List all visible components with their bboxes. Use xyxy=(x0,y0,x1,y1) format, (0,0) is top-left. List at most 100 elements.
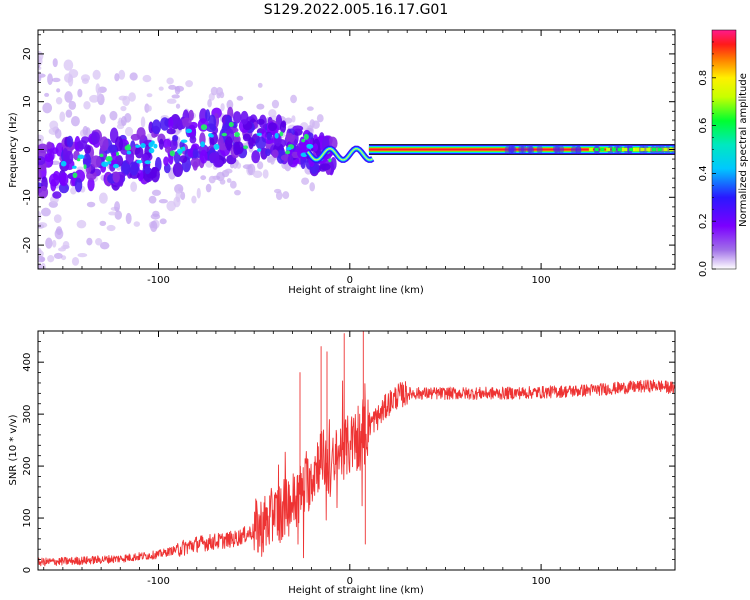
spectrogram-noise-blob xyxy=(174,86,181,95)
spectrogram-noise-blob xyxy=(86,201,96,208)
spectrogram-ridge-blob xyxy=(166,128,176,135)
tone-band-segment xyxy=(629,148,634,151)
spectrogram-hot-spot xyxy=(228,121,234,128)
spectrogram-hot-spot xyxy=(116,151,120,156)
spectrogram-hot-spot xyxy=(306,143,314,149)
spectrogram-noise-blob xyxy=(106,224,116,232)
colorbar-ticks: 0.0 0.2 0.4 0.6 0.8 xyxy=(698,41,716,277)
spectrogram-ridge-blob xyxy=(224,136,233,150)
spectrogram-noise-blob xyxy=(81,78,89,84)
spectrogram-hot-spot xyxy=(234,131,240,138)
spectrogram-noise-blob xyxy=(99,241,110,250)
spectrogram-xtick-label: -100 xyxy=(147,275,170,286)
colorbar-tick-label: 0.6 xyxy=(698,118,709,134)
spectrogram-ridge-blob xyxy=(137,169,144,182)
spectrogram-noise-blob xyxy=(125,212,132,225)
spectrogram-ridge-blob xyxy=(287,154,294,166)
spectrogram-hot-spot xyxy=(76,158,81,162)
spectrogram-ridge-blob xyxy=(59,172,69,187)
spectrogram-noise-blob xyxy=(114,201,121,213)
spectrogram-ridge-blob xyxy=(38,143,49,154)
spectrogram-noise-blob xyxy=(234,189,241,196)
spectrogram-ridge-blob xyxy=(168,117,174,130)
tone-band-blob xyxy=(528,145,535,155)
spectrogram-noise-blob xyxy=(76,219,87,229)
spectrogram-ridge-blob xyxy=(81,136,90,144)
figure-title: S129.2022.005.16.17.G01 xyxy=(264,2,449,18)
spectrogram-noise-blob xyxy=(282,191,290,200)
tone-band-blob xyxy=(570,145,577,155)
spectrogram-ridge-blob xyxy=(181,117,192,127)
spectrogram-noise-blob xyxy=(51,77,61,83)
spectrogram-ytick-label: 10 xyxy=(22,95,33,108)
spectrogram-hot-spot xyxy=(279,131,284,137)
spectrogram-hot-spot xyxy=(182,146,186,151)
spectrogram-ridge-blob xyxy=(51,147,59,155)
spectrogram-noise-blob xyxy=(150,220,158,233)
spectrogram-hot-spot xyxy=(77,154,85,160)
spectrogram-hot-spot xyxy=(148,141,154,148)
tone-band-segment xyxy=(663,148,668,151)
spectrogram-noise-blob xyxy=(290,94,297,104)
spectrogram-ridge-blob xyxy=(108,144,118,153)
tone-band-segment xyxy=(606,148,611,151)
spectrogram-hot-spot xyxy=(303,133,309,140)
spectrogram-noise-blob xyxy=(205,183,212,193)
snr-ylabel: SNR (10 * v/v) xyxy=(8,414,19,485)
spectrogram-ridge-blob xyxy=(330,157,337,171)
spectrogram-hot-spot xyxy=(105,155,113,162)
spectrogram-hot-spot xyxy=(208,133,213,138)
tone-band-segment xyxy=(652,148,657,151)
spectrogram-ridge-blob xyxy=(208,152,220,163)
spectrogram-noise-blob xyxy=(108,211,117,216)
spectrogram-noise-blob xyxy=(52,239,57,248)
snr-series-line xyxy=(38,331,675,567)
colorbar: 0.0 0.2 0.4 0.6 0.8 Normalized spectral ampl… xyxy=(698,29,749,277)
spectrogram-ridge-blob xyxy=(177,119,183,131)
spectrogram-noise-blob xyxy=(275,191,283,201)
spectrogram-noise-blob xyxy=(262,169,269,179)
spectrogram-noise-blob xyxy=(150,213,161,220)
spectrogram-noise-blob xyxy=(92,69,101,80)
spectrogram-noise-blob xyxy=(268,109,277,118)
spectrogram-hot-spot xyxy=(112,163,119,169)
spectrogram-noise-blob xyxy=(96,89,102,102)
tone-band-segment xyxy=(657,148,662,151)
spectrogram-ridge-blob xyxy=(112,171,120,183)
spectrogram-ridge-blob xyxy=(115,154,124,167)
spectrogram-hot-spot xyxy=(243,145,249,150)
spectrogram-ridge-blob xyxy=(299,136,306,151)
spectrogram-hot-spot xyxy=(274,132,279,139)
spectrogram-hot-spot xyxy=(83,164,87,170)
spectrogram-noise-blob xyxy=(41,207,51,217)
tone-band-blob xyxy=(536,145,543,155)
spectrogram-noise-blob xyxy=(226,178,232,183)
spectrogram-noise-blob xyxy=(168,84,177,90)
spectrogram-ridge-blob xyxy=(74,177,83,193)
spectrogram-ridge-blob xyxy=(313,143,319,152)
spectrogram-ridge-blob xyxy=(90,131,100,145)
spectrogram-noise-blob xyxy=(70,116,80,127)
colorbar-tick-label: 0.4 xyxy=(698,165,709,181)
spectrogram-noise-blob xyxy=(62,240,70,249)
tone-band-segment xyxy=(594,148,599,151)
spectrogram-noise-blob xyxy=(109,110,118,121)
tone-band-segment xyxy=(588,148,593,151)
spectrogram-ridge-blob xyxy=(129,161,139,176)
spectrogram-ridge-blob xyxy=(256,118,265,125)
spectrogram-hot-spot xyxy=(256,132,263,136)
spectrogram-ridge-blob xyxy=(264,137,274,144)
spectrogram-ylabel: Frequency (Hz) xyxy=(8,112,19,188)
tone-band-segment xyxy=(646,148,651,151)
spectrogram-content xyxy=(38,50,675,269)
spectrogram-noise-blob xyxy=(114,210,122,220)
spectrogram-ridge-blob xyxy=(272,149,279,159)
snr-xtick-label: 100 xyxy=(532,576,551,587)
spectrogram-noise-blob xyxy=(83,100,91,110)
spectrogram-hot-spot xyxy=(101,161,109,167)
spectrogram-ridge-blob xyxy=(232,111,242,124)
spectrogram-noise-blob xyxy=(178,187,184,192)
spectrogram-noise-blob xyxy=(55,226,63,236)
